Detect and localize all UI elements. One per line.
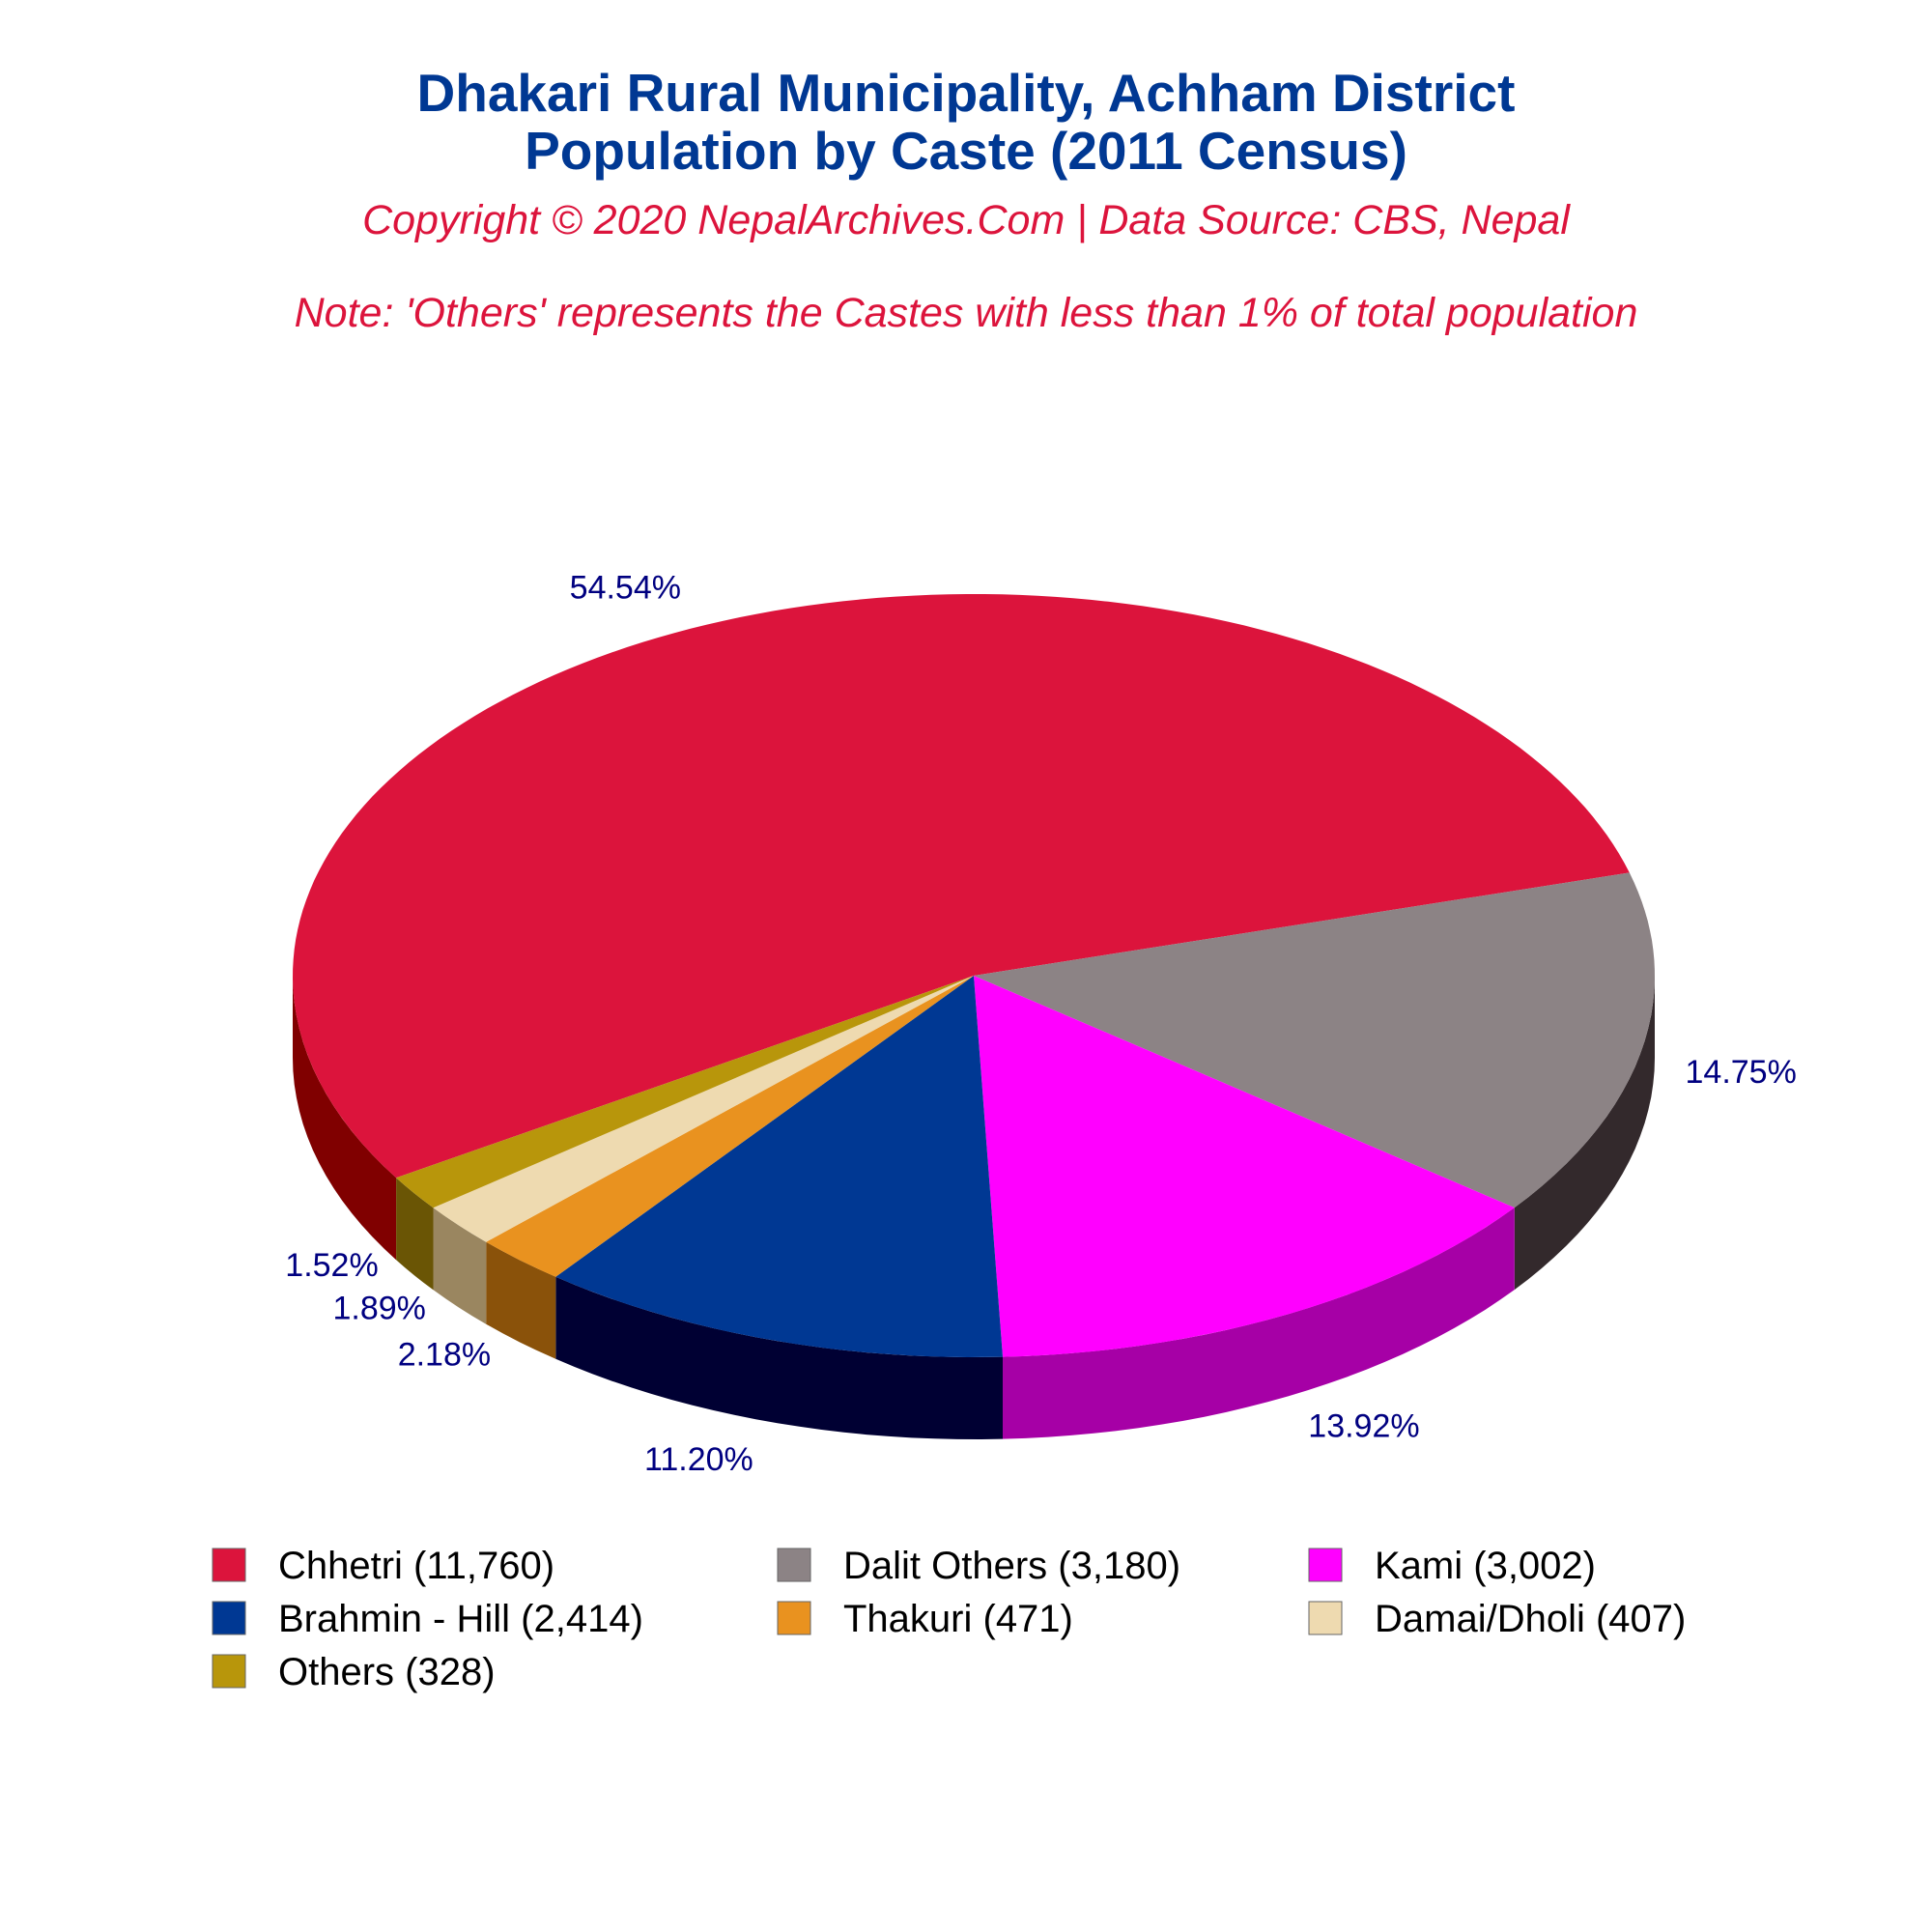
legend: Chhetri (11,760) Dalit Others (3,180) Kami… (212, 1545, 1686, 1693)
legend-swatch-damai-dholi (1308, 1601, 1343, 1635)
pie-side-brahmin-hill (555, 1276, 1003, 1439)
pie-slice-chhetri (293, 594, 1630, 1179)
percent-label-brahmin-hill: 11.20% (644, 1441, 753, 1478)
pie-side-chhetri (293, 976, 397, 1261)
pie-slice-thakuri (486, 976, 974, 1277)
percent-label-others: 1.52% (285, 1247, 378, 1284)
pie-side-dalit-others (1514, 976, 1655, 1291)
pie-slice-kami (974, 976, 1515, 1357)
legend-label-damai-dholi: Damai/Dholi (407) (1375, 1598, 1686, 1640)
legend-swatch-brahmin-hill (212, 1601, 246, 1635)
legend-label-dalit-others: Dalit Others (3,180) (843, 1545, 1180, 1587)
legend-label-brahmin-hill: Brahmin - Hill (2,414) (278, 1598, 643, 1640)
chart-title: Dhakari Rural Municipality, Achham Distr… (417, 63, 1516, 123)
percent-label-kami: 13.92% (1308, 1408, 1419, 1445)
pie-side-damai-dholi (433, 1208, 487, 1324)
legend-swatch-chhetri (212, 1548, 246, 1582)
percent-label-dalit-others: 14.75% (1686, 1054, 1797, 1091)
note-text: Note: 'Others' represents the Castes wit… (295, 290, 1638, 336)
pie-slices (293, 594, 1655, 1357)
legend-swatch-thakuri (777, 1601, 811, 1635)
pie-slice-dalit-others (974, 872, 1655, 1208)
legend-swatch-others (212, 1654, 246, 1689)
chart-subtitle: Population by Caste (2011 Census) (525, 121, 1407, 181)
legend-swatch-dalit-others (777, 1548, 811, 1582)
percent-label-thakuri: 2.18% (398, 1336, 491, 1373)
pie-side-kami (1003, 1208, 1515, 1439)
legend-label-chhetri: Chhetri (11,760) (278, 1545, 554, 1587)
legend-label-thakuri: Thakuri (471) (843, 1598, 1073, 1640)
percent-label-damai-dholi: 1.89% (332, 1291, 425, 1327)
percent-label-chhetri: 54.54% (570, 570, 681, 607)
pie-side-thakuri (486, 1241, 556, 1359)
pie-sides (293, 976, 1655, 1439)
percent-labels: 54.54% 14.75% 13.92% 11.20% 2.18% 1.89% 1.52% (285, 570, 1797, 1479)
pie-slice-damai-dholi (433, 976, 974, 1242)
copyright-text: Copyright © 2020 NepalArchives.Com | Dat… (362, 197, 1571, 243)
legend-swatch-kami (1308, 1548, 1343, 1582)
pie-slice-others (396, 976, 975, 1208)
legend-label-others: Others (328) (278, 1651, 496, 1693)
legend-label-kami: Kami (3,002) (1375, 1545, 1596, 1587)
pie-slice-brahmin-hill (555, 976, 1003, 1357)
pie-side-others (396, 1178, 434, 1291)
